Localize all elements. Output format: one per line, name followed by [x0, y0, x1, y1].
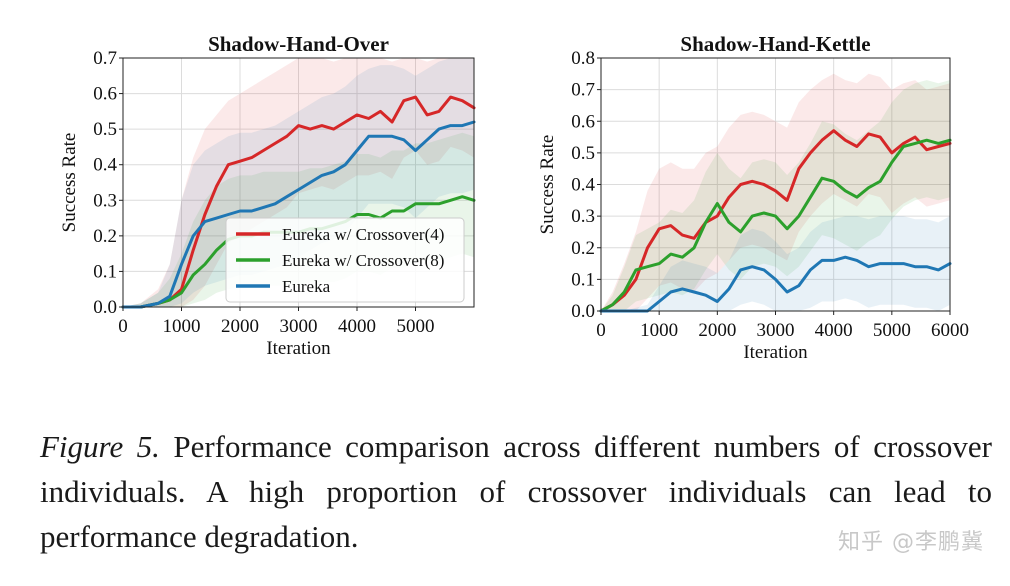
x-tick-label: 0	[118, 316, 128, 337]
x-axis-label: Iteration	[266, 338, 331, 359]
legend-entry-1: Eureka w/ Crossover(8)	[282, 251, 444, 270]
confidence-band-series-2	[601, 216, 950, 311]
y-tick-label: 0.1	[93, 261, 117, 282]
x-tick-label: 5000	[873, 320, 911, 341]
x-tick-label: 3000	[280, 316, 318, 337]
y-tick-label: 0.0	[93, 297, 117, 318]
y-tick-label: 0.3	[93, 190, 117, 211]
confidence-band-series-0	[123, 58, 474, 307]
x-tick-label: 4000	[338, 316, 376, 337]
legend-box	[225, 217, 465, 303]
series-line-2	[121, 120, 476, 309]
y-tick-label: 0.6	[571, 111, 595, 132]
y-tick-label: 0.8	[571, 48, 595, 69]
x-tick-label: 2000	[221, 316, 259, 337]
x-axis-label: Iteration	[743, 342, 808, 363]
series-line-0	[121, 95, 476, 309]
figure-caption: Figure 5. Performance comparison across …	[40, 424, 992, 559]
y-tick-label: 0.6	[93, 84, 117, 105]
y-tick-label: 0.2	[571, 238, 595, 259]
x-tick-label: 4000	[815, 320, 853, 341]
y-tick-label: 0.4	[93, 155, 117, 176]
watermark: 知乎 @李鹏冀	[838, 530, 984, 555]
chart-shadow-hand-kettle: 0 1000 2000 3000 4000 5000 6000 0.0 0.1 0.2 0.3 0.4…	[537, 32, 969, 363]
figure-panel: 0 1000 2000 3000 4000 50000.00.10.20.30.40.50…	[59, 32, 969, 363]
chart-shadow-hand-over: 0 1000 2000 3000 4000 5000 0.0 0.1 0.2 0.3 0.4 0.5 0…	[59, 32, 476, 359]
y-tick-label: 0.7	[571, 80, 595, 101]
series-line-0	[599, 129, 952, 313]
confidence-band-series-2	[123, 58, 474, 307]
x-tick-label: 2000	[698, 320, 736, 341]
y-tick-label: 0.2	[93, 226, 117, 247]
x-tick-label: 3000	[757, 320, 795, 341]
x-tick-label: 1000	[163, 316, 201, 337]
legend-entry-0: Eureka w/ Crossover(4)	[282, 225, 444, 244]
chart-title: Shadow-Hand-Kettle	[680, 32, 870, 56]
x-tick-label: 5000	[397, 316, 435, 337]
y-tick-label: 0.1	[571, 269, 595, 290]
y-tick-label: 0.4	[571, 175, 595, 196]
caption-text: Performance comparison across different …	[40, 429, 992, 554]
y-tick-label: 0.5	[571, 143, 595, 164]
caption-label: Figure 5.	[40, 429, 160, 464]
x-tick-label: 1000	[640, 320, 678, 341]
x-tick-label: 0	[596, 320, 606, 341]
series-line-1	[599, 138, 952, 313]
y-tick-label: 0.0	[571, 301, 595, 322]
legend: Eureka w/ Crossover(4) Eureka w/ Crossove…	[225, 217, 465, 303]
y-tick-label: 0.7	[93, 48, 117, 69]
y-axis-label: Success Rate	[59, 133, 80, 233]
y-tick-label: 0.3	[571, 206, 595, 227]
x-tick-label: 6000	[931, 320, 969, 341]
series-line-2	[599, 255, 952, 313]
y-axis-label: Success Rate	[537, 135, 558, 235]
legend-entry-2: Eureka	[282, 277, 331, 296]
chart-title: Shadow-Hand-Over	[208, 32, 389, 56]
y-tick-label: 0.5	[93, 119, 117, 140]
